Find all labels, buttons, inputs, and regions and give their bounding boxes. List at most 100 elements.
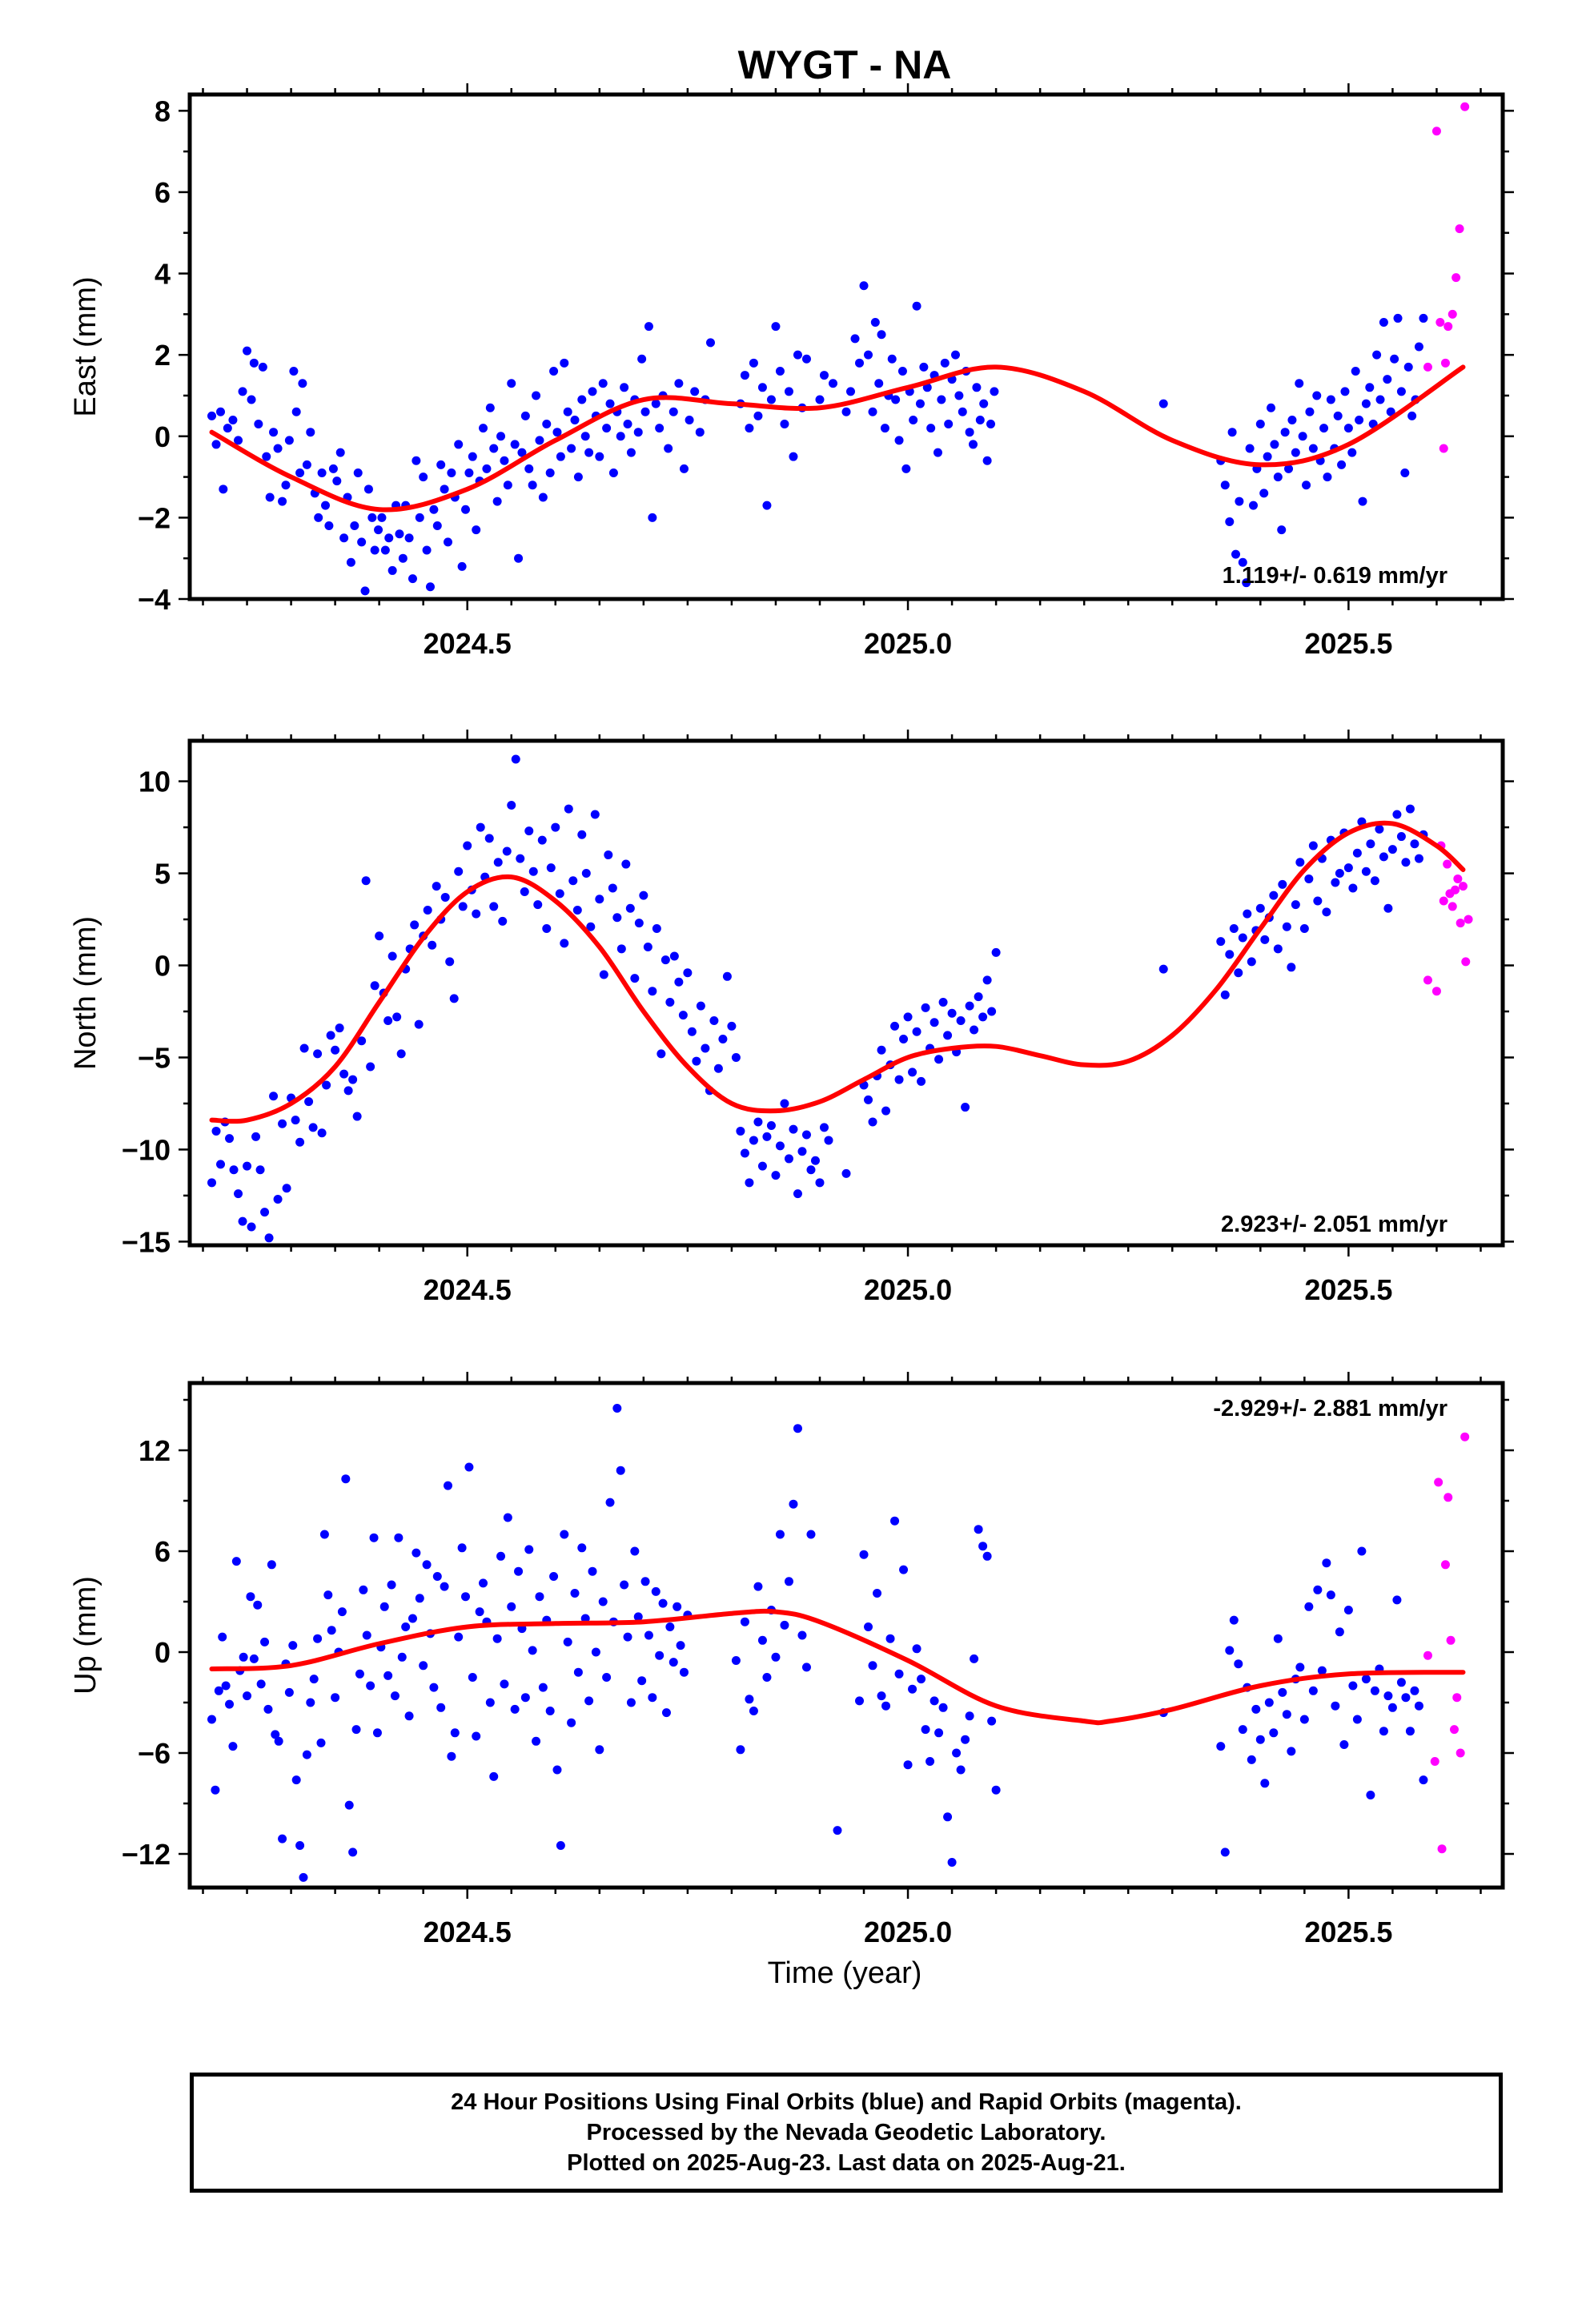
- final-orbit-point: [1347, 448, 1357, 457]
- final-orbit-point: [850, 334, 860, 344]
- final-orbit-point: [745, 1695, 754, 1704]
- final-orbit-point: [263, 1704, 273, 1714]
- final-orbit-point: [284, 436, 294, 445]
- final-orbit-point: [1234, 968, 1243, 978]
- final-orbit-point: [595, 452, 604, 461]
- final-orbit-point: [616, 432, 625, 441]
- rapid-orbit-point: [1431, 987, 1441, 996]
- final-orbit-point: [938, 1703, 948, 1712]
- final-orbit-point: [934, 1728, 944, 1738]
- final-orbit-point: [563, 1637, 572, 1647]
- rapid-orbit-point: [1451, 885, 1460, 895]
- final-orbit-point: [947, 1858, 957, 1867]
- plot-frame: [187, 738, 1505, 1248]
- rapid-orbit-point: [1439, 896, 1448, 906]
- data-points: [207, 102, 1470, 596]
- final-orbit-point: [229, 1165, 239, 1175]
- final-orbit-point: [780, 1620, 789, 1630]
- final-orbit-point: [445, 957, 455, 967]
- final-orbit-point: [890, 1021, 900, 1031]
- y-tick-label: 0: [155, 1636, 171, 1669]
- final-orbit-point: [1379, 852, 1388, 862]
- final-orbit-point: [251, 1132, 261, 1141]
- final-orbit-point: [573, 472, 583, 482]
- final-orbit-point: [665, 997, 675, 1007]
- final-orbit-point: [968, 440, 978, 449]
- final-orbit-point: [337, 1607, 347, 1617]
- final-orbit-point: [443, 1481, 452, 1490]
- final-orbit-point: [387, 565, 397, 575]
- final-orbit-point: [652, 924, 661, 934]
- final-orbit-point: [598, 1597, 608, 1606]
- final-orbit-point: [956, 1765, 966, 1775]
- final-orbit-point: [943, 1031, 953, 1040]
- final-orbit-point: [683, 968, 693, 978]
- final-orbit-point: [532, 391, 541, 400]
- final-orbit-point: [346, 557, 355, 567]
- final-orbit-point: [605, 399, 615, 408]
- final-orbit-point: [524, 1545, 534, 1554]
- final-orbit-point: [326, 1031, 335, 1040]
- final-orbit-point: [991, 947, 1001, 957]
- final-orbit-point: [637, 354, 647, 364]
- final-orbit-point: [1414, 1701, 1423, 1711]
- final-orbit-point: [545, 468, 555, 477]
- final-orbit-point: [753, 411, 763, 420]
- final-orbit-point: [727, 1021, 737, 1031]
- rate-label: 1.119+/- 0.619 mm/yr: [1223, 563, 1447, 589]
- final-orbit-point: [780, 420, 789, 429]
- final-orbit-point: [1414, 854, 1423, 863]
- final-orbit-point: [864, 1622, 873, 1631]
- final-orbit-point: [1375, 824, 1384, 834]
- final-orbit-point: [496, 432, 506, 441]
- final-orbit-point: [938, 997, 948, 1007]
- final-orbit-point: [934, 1055, 944, 1064]
- final-orbit-point: [1247, 957, 1256, 967]
- y-tick-label: 0: [155, 420, 171, 453]
- final-orbit-point: [588, 387, 597, 396]
- final-orbit-point: [468, 452, 477, 461]
- final-orbit-point: [1158, 964, 1168, 974]
- final-orbit-point: [306, 1698, 315, 1707]
- final-orbit-point: [678, 1011, 688, 1020]
- final-orbit-point: [1317, 1666, 1327, 1675]
- x-tick-label: 2024.5: [424, 1273, 512, 1306]
- final-orbit-point: [1383, 903, 1393, 913]
- final-orbit-point: [930, 1696, 939, 1706]
- final-orbit-point: [517, 448, 527, 457]
- final-orbit-point: [1366, 1791, 1375, 1799]
- final-orbit-point: [648, 1693, 657, 1703]
- final-orbit-point: [762, 1132, 772, 1141]
- final-orbit-point: [510, 1704, 520, 1714]
- final-orbit-point: [360, 586, 370, 596]
- final-orbit-point: [1410, 839, 1419, 849]
- final-orbit-point: [595, 1745, 604, 1755]
- final-orbit-point: [533, 900, 543, 910]
- final-orbit-point: [304, 1097, 314, 1107]
- final-orbit-point: [1343, 1606, 1353, 1614]
- final-orbit-point: [655, 1651, 665, 1660]
- final-orbit-point: [1379, 1727, 1388, 1736]
- final-orbit-point: [447, 1751, 456, 1761]
- final-orbit-point: [234, 1189, 243, 1199]
- final-orbit-point: [1383, 1691, 1393, 1701]
- y-tick-label: 8: [155, 94, 171, 127]
- final-orbit-point: [1238, 933, 1247, 943]
- rapid-orbit-point: [1430, 1757, 1439, 1766]
- final-orbit-point: [343, 1086, 353, 1096]
- final-orbit-point: [644, 1630, 653, 1640]
- final-orbit-point: [249, 358, 259, 368]
- final-orbit-point: [753, 1582, 763, 1591]
- final-orbit-point: [625, 903, 635, 913]
- y-tick-label: 4: [155, 258, 171, 291]
- final-orbit-point: [651, 399, 661, 408]
- final-orbit-point: [207, 411, 217, 420]
- final-orbit-point: [1287, 415, 1297, 424]
- final-orbit-point: [1322, 1558, 1331, 1568]
- x-tick-label: 2025.5: [1304, 1273, 1392, 1306]
- final-orbit-point: [1419, 1775, 1428, 1785]
- final-orbit-point: [408, 574, 417, 584]
- final-orbit-point: [419, 1661, 428, 1671]
- final-orbit-point: [577, 395, 587, 404]
- final-orbit-point: [1264, 1698, 1274, 1707]
